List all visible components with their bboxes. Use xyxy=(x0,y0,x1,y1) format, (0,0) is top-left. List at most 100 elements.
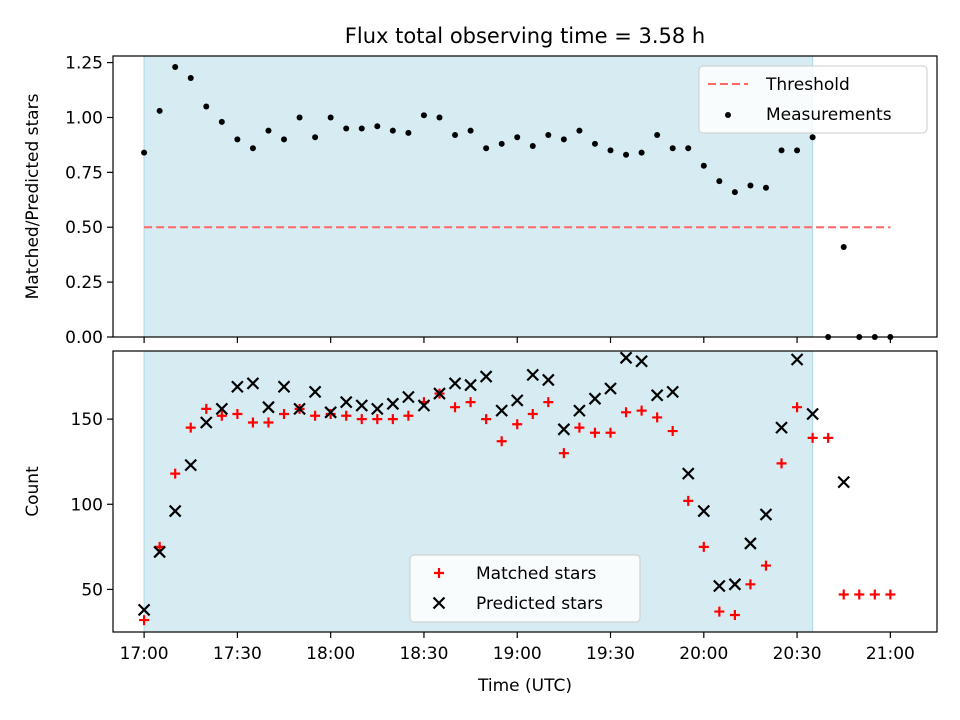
predicted-star-point xyxy=(837,475,850,489)
top-ytick-label: 1.00 xyxy=(65,108,103,128)
matched-legend-marker xyxy=(434,568,444,578)
matched-star-point xyxy=(356,414,367,425)
predicted-star-point xyxy=(324,406,337,419)
predicted-star-point xyxy=(666,385,679,399)
measurement-point xyxy=(498,140,505,147)
measurement-point xyxy=(654,132,661,139)
measurement-point xyxy=(545,132,552,139)
measurement-point xyxy=(529,143,536,150)
measurement-point xyxy=(452,132,459,139)
top-ytick-label: 0.75 xyxy=(65,163,103,183)
measurement-point xyxy=(187,74,194,81)
matched-star-point xyxy=(683,495,694,506)
measurement-point xyxy=(389,127,396,134)
predicted-star-point xyxy=(526,368,540,382)
bottom-ytick-label: 50 xyxy=(81,580,103,600)
predicted-star-point xyxy=(371,402,384,416)
measurement-point xyxy=(218,118,225,125)
predicted-star-point xyxy=(339,395,353,409)
xtick-label: 18:00 xyxy=(306,644,355,664)
measurement-point xyxy=(700,162,707,169)
matched-star-point xyxy=(574,422,585,433)
matched-star-point xyxy=(403,410,414,421)
measurement-point xyxy=(141,149,148,156)
measurement-point xyxy=(591,140,598,147)
measurement-point xyxy=(685,145,692,152)
predicted-star-point xyxy=(448,377,462,390)
predicted-star-point xyxy=(433,387,446,400)
matched-star-point xyxy=(201,403,212,414)
measurement-point xyxy=(762,184,769,191)
predicted-star-point xyxy=(790,353,804,366)
matched-star-point xyxy=(341,410,352,421)
predicted-star-point xyxy=(619,351,633,365)
predicted-legend-label: Predicted stars xyxy=(476,594,603,614)
xtick-label: 18:30 xyxy=(399,644,448,664)
predicted-star-point xyxy=(464,378,477,392)
matched-star-point xyxy=(279,409,290,420)
measurement-point xyxy=(358,125,365,132)
top-plot-panel: 0.00 0.25 0.50 0.75 1.00 1.25 Matched/Predicte… xyxy=(23,54,938,348)
measurement-point xyxy=(638,149,645,156)
predicted-star-point xyxy=(697,504,711,518)
predicted-star-point xyxy=(262,400,275,414)
predicted-star-point xyxy=(806,407,819,421)
bottom-ytick-label: 100 xyxy=(71,495,103,515)
predicted-star-point xyxy=(277,380,291,394)
top-ytick-label: 0.25 xyxy=(65,273,103,293)
predicted-star-point xyxy=(308,385,322,399)
measurement-point xyxy=(249,145,256,152)
measurement-point xyxy=(576,127,583,134)
x-axis-label: Time (UTC) xyxy=(477,676,572,696)
matched-star-point xyxy=(589,427,600,438)
predicted-star-point xyxy=(604,382,617,395)
xtick-label: 21:00 xyxy=(866,644,915,664)
matched-star-point xyxy=(792,402,803,413)
measurement-point xyxy=(296,114,303,121)
predicted-star-point xyxy=(355,399,369,412)
measurement-point xyxy=(560,136,567,143)
legend-box xyxy=(409,554,641,623)
predicted-star-point xyxy=(231,380,244,394)
bottom-legend: Matched stars Predicted stars xyxy=(409,554,641,623)
measurement-point xyxy=(172,63,179,70)
measurement-point xyxy=(327,114,334,121)
matched-star-point xyxy=(854,589,865,600)
measurement-legend-label: Measurements xyxy=(766,105,892,125)
xtick-label: 19:00 xyxy=(493,644,542,664)
predicted-legend-marker xyxy=(432,596,446,610)
xtick-label: 20:00 xyxy=(679,644,728,664)
matched-star-point xyxy=(310,410,321,421)
predicted-star-point xyxy=(495,404,508,417)
matched-star-point xyxy=(481,414,492,425)
matched-star-point xyxy=(869,589,880,600)
matched-star-point xyxy=(247,417,258,428)
matched-star-point xyxy=(605,427,616,438)
top-y-axis-label: Matched/Predicted stars xyxy=(23,93,43,299)
predicted-star-point xyxy=(184,458,198,472)
xtick-label: 17:30 xyxy=(213,644,262,664)
matched-star-point xyxy=(636,405,647,416)
measurement-point xyxy=(514,134,521,141)
measurement-legend-marker xyxy=(725,112,731,118)
xtick-label: 19:30 xyxy=(586,644,635,664)
measurement-point xyxy=(312,134,319,141)
predicted-star-point xyxy=(759,508,773,521)
matched-star-point xyxy=(387,414,398,425)
measurement-point xyxy=(420,112,427,119)
matched-star-point xyxy=(263,417,274,428)
threshold-legend-label: Threshold xyxy=(765,75,850,95)
matched-star-point xyxy=(667,426,678,437)
predicted-star-point xyxy=(510,394,524,407)
predicted-star-point xyxy=(635,354,648,368)
measurement-point xyxy=(809,134,816,141)
predicted-star-point xyxy=(573,404,586,417)
predicted-star-point xyxy=(402,390,415,404)
predicted-star-point xyxy=(386,397,400,411)
xtick-label: 20:30 xyxy=(773,644,822,664)
predicted-star-point xyxy=(200,416,213,429)
predicted-star-point xyxy=(168,504,182,518)
legend-box xyxy=(698,65,928,134)
predicted-star-point xyxy=(417,399,431,412)
matched-star-point xyxy=(558,448,569,459)
